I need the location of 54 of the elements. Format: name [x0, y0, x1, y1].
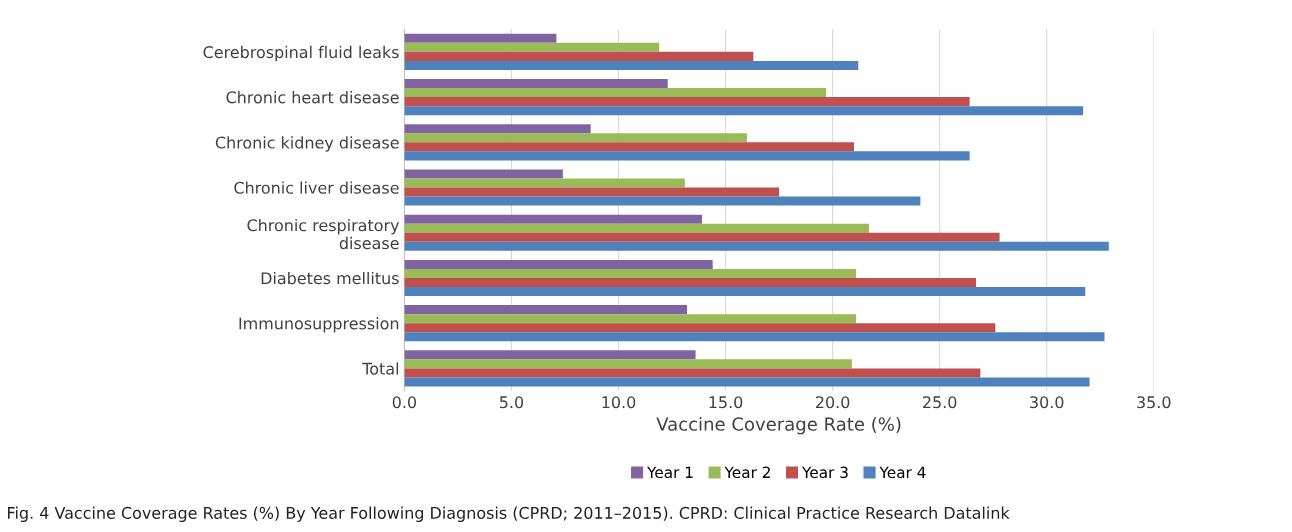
- y-tick-label: Chronic heart disease: [226, 91, 399, 104]
- x-tick-label: 5.0: [499, 396, 524, 409]
- bar: [404, 350, 696, 360]
- bar: [404, 196, 921, 206]
- y-tick-label: Chronic liver disease: [234, 181, 399, 194]
- bar: [404, 60, 859, 70]
- x-tick-label: 20.0: [815, 396, 850, 409]
- legend-label: Year 3: [801, 466, 848, 479]
- bar: [404, 106, 1084, 116]
- y-tick-label: Immunosuppression: [239, 317, 399, 333]
- bar: [404, 223, 869, 233]
- bar: [404, 368, 981, 378]
- bar: [404, 178, 685, 188]
- bar: [404, 97, 970, 107]
- legend-label: Year 1: [647, 466, 693, 479]
- bar: [404, 214, 702, 224]
- bar: [404, 259, 713, 269]
- bar: [404, 287, 1086, 297]
- bar: [404, 377, 1090, 387]
- x-tick-label: 30.0: [1030, 396, 1064, 409]
- bar: [404, 187, 780, 197]
- bar: [404, 151, 970, 161]
- bar: [404, 314, 857, 324]
- bar: [404, 305, 688, 315]
- y-tick-label: Total: [362, 362, 399, 375]
- bar: [404, 133, 747, 143]
- x-tick-label: 15.0: [709, 396, 743, 409]
- bar: [404, 42, 660, 52]
- y-tick-label: Cerebrospinal fluid leaks: [203, 45, 399, 62]
- bar: [404, 124, 591, 134]
- x-tick-label: 0.0: [392, 396, 417, 409]
- bar: [404, 51, 754, 61]
- bar: [404, 323, 996, 333]
- y-tick-label: Chronic kidney disease: [215, 136, 399, 152]
- bar: [404, 169, 563, 179]
- legend-label: Year 2: [724, 466, 770, 479]
- bar: [404, 79, 668, 89]
- y-tick-label: Diabetes mellitus: [261, 271, 399, 285]
- caption: Fig. 4 Vaccine Coverage Rates (%) By Year Following Diagnosis (CPRD; 2011–2015). CPRD: Clinical Practice Research Datalink: [8, 506, 1010, 523]
- bar: [404, 33, 557, 43]
- bar: [404, 332, 1105, 342]
- bar: [404, 359, 852, 369]
- bar: [404, 142, 855, 152]
- legend-label: Year 4: [879, 466, 926, 479]
- bar: [404, 88, 827, 98]
- bar: [404, 232, 1000, 242]
- x-tick-label: 25.0: [923, 396, 957, 409]
- x-tick-label: 35.0: [1137, 396, 1171, 409]
- y-tick-label: Chronic respiratory disease: [247, 218, 400, 250]
- x-tick-label: 10.0: [602, 396, 636, 409]
- bar: [404, 277, 977, 288]
- x-axis-title: Vaccine Coverage Rate (%): [656, 416, 901, 435]
- bar: [404, 268, 857, 278]
- bar: [404, 241, 1109, 251]
